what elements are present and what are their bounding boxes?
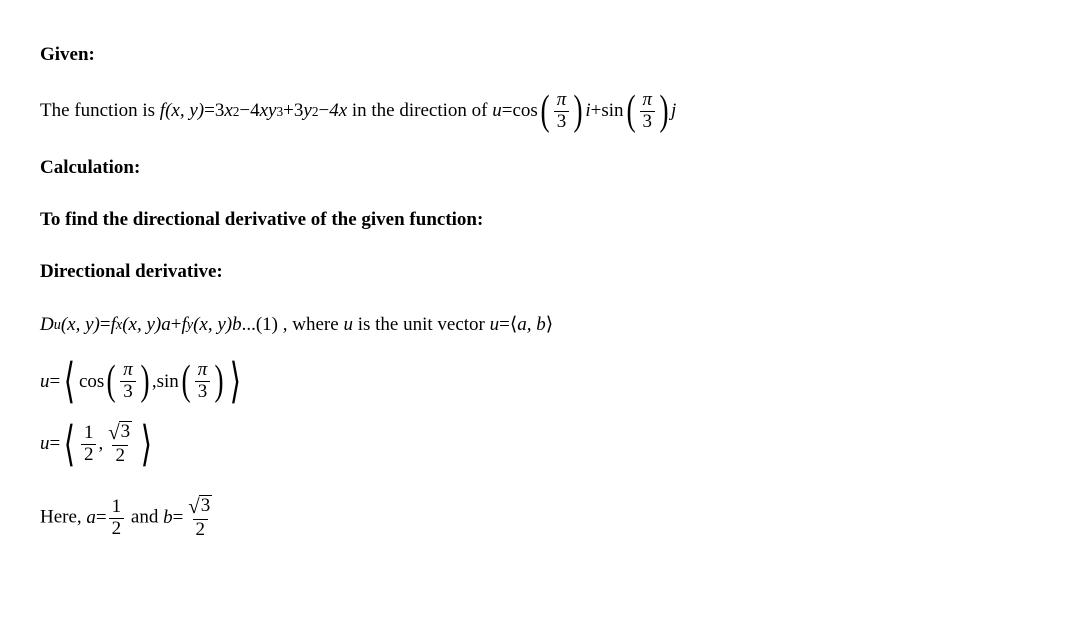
b-den: 2 <box>193 519 209 541</box>
lparen-icon: ( <box>540 93 549 131</box>
here-line: Here, a = 1 2 and b = √3 2 <box>40 495 1038 541</box>
is-text: is the unit vector <box>358 314 490 335</box>
pi-cs1: π <box>120 360 136 381</box>
pi-cs2: π <box>195 360 211 381</box>
langle3-icon: ⟨ <box>64 423 75 466</box>
term1-var: x <box>224 94 232 128</box>
ab-pair: a, b <box>517 308 546 342</box>
plus-uv: + <box>591 94 602 128</box>
b-sym: b <box>232 308 242 342</box>
u-values-line: u = ⟨ 1 2 , √3 2 ⟩ <box>40 421 1038 467</box>
u-cs: u <box>40 365 50 399</box>
a-sym: a <box>161 308 171 342</box>
D-symbol: D <box>40 308 54 342</box>
term2-var: xy <box>260 94 277 128</box>
lp-cs2-icon: ( <box>181 363 190 401</box>
three-den: 3 <box>554 111 570 133</box>
cos-label: cos <box>512 94 537 128</box>
cos-cs: cos <box>79 365 104 399</box>
term3-var: y <box>303 94 311 128</box>
pi-num: π <box>554 90 570 111</box>
fx-args: (x, y) <box>122 308 161 342</box>
u-symbol: u <box>492 94 502 128</box>
rangle3-icon: ⟩ <box>141 423 152 466</box>
calculation-heading: Calculation: <box>40 151 1038 185</box>
a-den: 2 <box>109 518 125 540</box>
where-text: , where <box>283 314 344 335</box>
three-cs2: 3 <box>195 381 211 403</box>
eq-cs: = <box>50 365 61 399</box>
lparen2-icon: ( <box>626 93 635 131</box>
term2-coef: 4 <box>250 94 260 128</box>
fy-args: (x, y) <box>193 308 232 342</box>
half-num: 1 <box>81 423 97 444</box>
term1-coef: 3 <box>215 94 225 128</box>
given-heading: Given: <box>40 38 1038 72</box>
plus1: + <box>283 94 294 128</box>
langle2-icon: ⟨ <box>64 360 75 403</box>
minus2: − <box>318 94 329 128</box>
comma-vals: , <box>98 427 103 461</box>
u3-sym: u <box>490 308 500 342</box>
D-args: (x, y) <box>61 308 100 342</box>
eq-vals: = <box>50 427 61 461</box>
here-text: Here, <box>40 506 86 527</box>
three-cs1: 3 <box>120 381 136 403</box>
lp-cs1-icon: ( <box>107 363 116 401</box>
sin-cs: sin <box>157 365 179 399</box>
b-here: b <box>163 501 173 535</box>
eq-b: = <box>173 501 184 535</box>
dd-formula-line: Du (x, y) = fx (x, y) a + fy (x, y) b ..… <box>40 308 1038 343</box>
eq-dd: = <box>100 308 111 342</box>
plus-dd: + <box>171 308 182 342</box>
a-num: 1 <box>109 497 125 518</box>
sqrt3-den: 2 <box>112 445 128 467</box>
rp-cs1-icon: ) <box>140 363 149 401</box>
rparen2-icon: ) <box>659 93 668 131</box>
a-here: a <box>86 501 96 535</box>
langle-icon: ⟨ <box>510 308 517 342</box>
b-sqrt3: 3 <box>199 495 213 517</box>
equals2: = <box>502 94 513 128</box>
rp-cs2-icon: ) <box>215 363 224 401</box>
rangle-icon: ⟩ <box>546 308 553 342</box>
minus1: − <box>239 94 250 128</box>
u-vals: u <box>40 427 50 461</box>
sqrt3-rad: 3 <box>119 421 133 443</box>
rangle2-icon: ⟩ <box>230 360 241 403</box>
eq2-dd: = <box>499 308 510 342</box>
objective-text: To find the directional derivative of th… <box>40 203 1038 237</box>
fy-f: f <box>181 308 186 342</box>
eq-a: = <box>96 501 107 535</box>
u-where: u <box>343 314 353 335</box>
term3-coef: 3 <box>294 94 304 128</box>
three-den2: 3 <box>640 111 656 133</box>
rparen-icon: ) <box>574 93 583 131</box>
sin-label: sin <box>601 94 623 128</box>
half-den: 2 <box>81 444 97 466</box>
mid-text: in the direction of <box>352 100 492 121</box>
j-vector: j <box>671 94 676 128</box>
equals: = <box>204 94 215 128</box>
function-definition: The function is f (x, y) = 3x2 − 4xy3 + … <box>40 90 1038 133</box>
term4: 4x <box>329 94 347 128</box>
pi-num2: π <box>640 90 656 111</box>
tail-ref: ...(1) <box>242 308 278 342</box>
f-args: (x, y) <box>165 94 204 128</box>
u-cossin-line: u = ⟨ cos ( π 3 ) , sin ( π 3 ) ⟩ <box>40 360 1038 403</box>
and-text: and <box>131 506 163 527</box>
dd-heading: Directional derivative: <box>40 255 1038 289</box>
prefix-text: The function is <box>40 100 160 121</box>
